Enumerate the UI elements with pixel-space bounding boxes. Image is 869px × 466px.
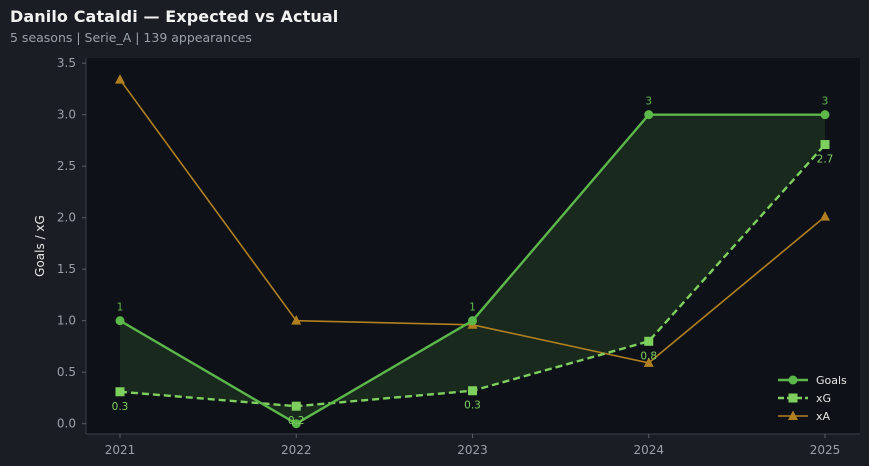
goals-data-label: 1 (117, 302, 124, 314)
data-point (788, 375, 798, 385)
data-point (115, 387, 125, 397)
xg-data-label: 0.2 (288, 415, 305, 427)
y-tick-label: 2.0 (57, 211, 76, 225)
data-point (820, 140, 830, 150)
data-point (788, 393, 798, 403)
data-point (820, 110, 830, 120)
data-point (291, 315, 302, 325)
y-tick-label: 2.5 (57, 159, 76, 173)
data-point (820, 211, 830, 221)
data-point (115, 74, 125, 84)
data-point (644, 110, 654, 120)
goals-xg-fill (120, 114, 825, 424)
legend-label-xa: xA (816, 410, 831, 423)
legend-label-goals: Goals (816, 374, 847, 387)
data-point (291, 401, 301, 411)
legend-label-xg: xG (816, 392, 831, 405)
y-axis-label: Goals / xG (33, 215, 47, 277)
goals-data-label: 3 (822, 96, 829, 108)
y-tick-label: 0.0 (57, 417, 76, 431)
y-tick-label: 0.5 (57, 365, 76, 379)
goals-data-label: 3 (645, 96, 652, 108)
data-point (644, 336, 654, 346)
data-point (115, 316, 125, 326)
data-point (643, 357, 654, 367)
y-tick-label: 3.5 (57, 56, 76, 70)
y-tick-label: 1.0 (57, 314, 76, 328)
y-tick-label: 3.0 (57, 108, 76, 122)
plot-area (86, 58, 860, 434)
x-tick-label: 2023 (457, 443, 488, 457)
goals-data-label: 1 (469, 302, 476, 314)
x-tick-label: 2021 (105, 443, 136, 457)
xg-data-label: 2.7 (817, 154, 834, 166)
data-point (788, 410, 798, 420)
data-point (468, 386, 477, 396)
y-tick-label: 1.5 (57, 262, 76, 276)
data-point (468, 316, 477, 326)
chart-title: Danilo Cataldi — Expected vs Actual (10, 7, 339, 26)
xg-data-label: 0.3 (112, 401, 129, 413)
data-point (291, 419, 301, 429)
xg-data-label: 0.3 (464, 400, 481, 412)
x-tick-label: 2025 (810, 443, 841, 457)
x-tick-label: 2022 (281, 443, 312, 457)
xg-data-label: 0.8 (640, 350, 657, 362)
x-tick-label: 2024 (633, 443, 664, 457)
chart-subtitle: 5 seasons | Serie_A | 139 appearances (10, 30, 252, 45)
